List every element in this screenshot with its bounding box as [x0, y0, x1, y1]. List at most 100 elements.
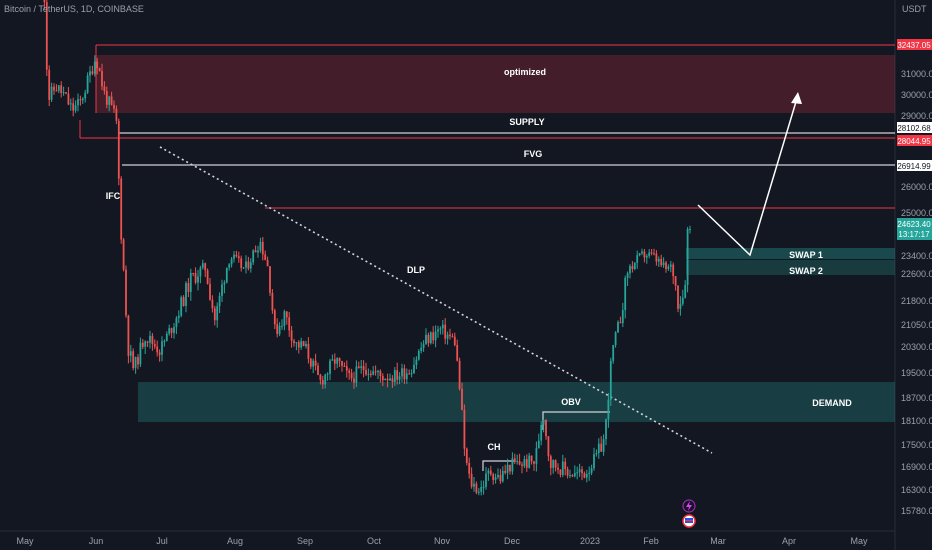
candle-body	[343, 366, 346, 367]
price-level-label: 28044.95	[897, 137, 931, 146]
candle-body	[91, 71, 94, 74]
candle-body	[626, 273, 629, 278]
candle-body	[470, 473, 473, 487]
candle-body	[384, 378, 387, 381]
candle-body	[177, 315, 180, 319]
candle-body	[533, 461, 535, 464]
candle-body	[686, 229, 689, 285]
candle-body	[134, 357, 137, 368]
candle-body	[511, 458, 514, 472]
candle-body	[607, 399, 610, 420]
candle-body	[415, 359, 418, 365]
event-flag-icon[interactable]	[682, 514, 696, 528]
candle-body	[271, 292, 274, 311]
candle-body	[645, 255, 648, 258]
candle-body	[62, 92, 65, 94]
candle-body	[456, 344, 459, 361]
candle-body	[422, 344, 425, 348]
candle-body	[312, 360, 315, 367]
candle-body	[156, 346, 159, 353]
candle-body	[408, 373, 411, 375]
y-tick-label: 19500.00	[901, 368, 932, 378]
x-tick-label: May	[850, 536, 868, 546]
x-tick-label: 2023	[580, 536, 600, 546]
candle-body	[372, 371, 375, 375]
candle-body	[98, 67, 101, 71]
candle-body	[336, 358, 339, 364]
candle-body	[477, 491, 480, 493]
annotation-obv: OBV	[561, 397, 581, 407]
y-tick-label: 26000.00	[901, 182, 932, 192]
y-tick-label: 18700.00	[901, 393, 932, 403]
candle-body	[461, 388, 463, 410]
price-level-label: 28102.68	[897, 124, 931, 133]
last-price-value: 24623.40	[897, 220, 931, 229]
candle-body	[403, 368, 406, 380]
candle-body	[521, 464, 523, 466]
candle-body	[449, 334, 451, 337]
y-tick-label: 16300.00	[901, 485, 932, 495]
candle-body	[381, 376, 384, 381]
candle-body	[506, 464, 509, 473]
candle-body	[50, 86, 53, 100]
candle-body	[300, 341, 303, 348]
candle-body	[473, 483, 475, 487]
candle-body	[360, 366, 363, 368]
candle-body	[204, 263, 207, 271]
candle-body	[55, 90, 58, 92]
candle-body	[69, 103, 72, 105]
candle-body	[276, 324, 279, 334]
time-axis[interactable]: May Jun Jul Aug Sep Oct Nov Dec 2023 Feb Mar Apr May	[16, 536, 868, 546]
candle-body	[257, 250, 259, 253]
candle-body	[482, 486, 485, 488]
price-axis[interactable]: 31000.00 30000.00 29000.00 26000.00 25000.00…	[901, 69, 932, 516]
candle-body	[492, 474, 495, 480]
candle-body	[396, 370, 399, 380]
candle-body	[81, 98, 84, 101]
candle-body	[273, 310, 276, 325]
candle-body	[245, 261, 247, 268]
candle-body	[321, 380, 324, 385]
candle-body	[439, 328, 442, 330]
x-tick-label: Apr	[782, 536, 796, 546]
candle-body	[660, 259, 663, 266]
candle-body	[468, 463, 471, 474]
candle-body	[240, 258, 243, 268]
candle-body	[65, 92, 67, 94]
candle-body	[655, 253, 658, 262]
candle-body	[283, 311, 286, 326]
candle-body	[585, 474, 588, 478]
candle-body	[367, 373, 370, 375]
candle-body	[218, 295, 221, 307]
candle-body	[48, 69, 51, 100]
candle-body	[545, 420, 547, 437]
event-lightning-icon[interactable]	[682, 499, 696, 513]
candle-body	[386, 378, 389, 381]
candle-body	[290, 330, 293, 341]
candle-body	[101, 71, 103, 87]
candle-body	[96, 61, 99, 68]
candle-body	[405, 373, 408, 380]
price-level-label: 26914.99	[897, 162, 931, 171]
price-level-label: 32437.05	[897, 41, 931, 50]
y-tick-label: 25000.00	[901, 208, 932, 218]
candle-body	[631, 266, 634, 269]
x-tick-label: Mar	[710, 536, 726, 546]
annotation-ifc: IFC	[106, 191, 121, 201]
candle-body	[379, 370, 382, 376]
candle-body	[677, 285, 679, 309]
candle-body	[146, 341, 149, 343]
candle-body	[326, 373, 329, 375]
candle-body	[662, 262, 665, 266]
candle-body	[77, 99, 79, 106]
swap2-zone	[686, 260, 895, 275]
candle-body	[139, 342, 142, 365]
candle-body	[189, 273, 192, 292]
candle-body	[667, 266, 670, 269]
candle-body	[247, 261, 250, 269]
candle-body	[590, 468, 593, 473]
x-tick-label: Sep	[297, 536, 313, 546]
candle-body	[451, 336, 454, 338]
candle-body	[211, 299, 214, 309]
